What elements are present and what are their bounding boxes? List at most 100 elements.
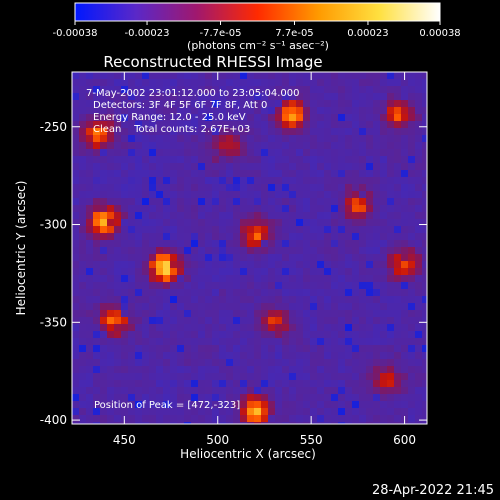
heatmap-cell <box>121 324 129 332</box>
heatmap-cell <box>268 366 276 374</box>
heatmap-cell <box>135 226 143 234</box>
heatmap-cell <box>79 198 87 206</box>
heatmap-cell <box>289 198 297 206</box>
heatmap-cell <box>303 205 311 213</box>
heatmap-cell <box>219 233 227 241</box>
heatmap-cell <box>79 310 87 318</box>
heatmap-cell <box>100 72 108 80</box>
heatmap-cell <box>170 373 178 381</box>
heatmap-cell <box>289 289 297 297</box>
heatmap-cell <box>79 261 87 269</box>
heatmap-cell <box>233 422 241 424</box>
heatmap-cell <box>317 261 325 269</box>
heatmap-cell <box>212 310 220 318</box>
heatmap-cell <box>387 331 395 339</box>
heatmap-cell <box>205 408 213 416</box>
heatmap-cell <box>93 338 101 346</box>
heatmap-cell <box>233 359 241 367</box>
heatmap-cell <box>233 114 241 122</box>
heatmap-cell <box>233 128 241 136</box>
heatmap-cell <box>366 170 374 178</box>
heatmap-cell <box>233 261 241 269</box>
heatmap-cell <box>135 331 143 339</box>
heatmap-cell <box>226 177 234 185</box>
heatmap-cell <box>156 135 164 143</box>
heatmap-cell <box>93 233 101 241</box>
heatmap-cell <box>233 142 241 150</box>
heatmap-cell <box>247 373 255 381</box>
heatmap-cell <box>212 177 220 185</box>
heatmap-cell <box>401 282 409 290</box>
heatmap-cell <box>114 289 122 297</box>
heatmap-cell <box>170 338 178 346</box>
heatmap-cell <box>275 289 283 297</box>
heatmap-cell <box>352 303 360 311</box>
heatmap-cell <box>205 226 213 234</box>
heatmap-cell <box>226 107 234 115</box>
heatmap-cell <box>142 93 150 101</box>
heatmap-cell <box>226 184 234 192</box>
heatmap-cell <box>114 247 122 255</box>
heatmap-cell <box>380 212 388 220</box>
heatmap-cell <box>310 128 318 136</box>
heatmap-cell <box>352 247 360 255</box>
heatmap-cell <box>100 212 108 220</box>
heatmap-cell <box>401 198 409 206</box>
heatmap-cell <box>408 303 416 311</box>
heatmap-cell <box>394 177 402 185</box>
heatmap-cell <box>289 380 297 388</box>
heatmap-cell <box>79 422 87 424</box>
heatmap-cell <box>149 226 157 234</box>
heatmap-cell <box>86 303 94 311</box>
heatmap-cell <box>401 128 409 136</box>
heatmap-cell <box>373 170 381 178</box>
heatmap-cell <box>359 310 367 318</box>
heatmap-cell <box>156 282 164 290</box>
heatmap-cell <box>387 338 395 346</box>
heatmap-cell <box>212 233 220 241</box>
heatmap-cell <box>163 247 171 255</box>
heatmap-cell <box>289 177 297 185</box>
heatmap-cell <box>317 317 325 325</box>
heatmap-cell <box>247 79 255 87</box>
heatmap-cell <box>331 261 339 269</box>
heatmap-cell <box>394 310 402 318</box>
heatmap-cell <box>401 338 409 346</box>
heatmap-cell <box>142 324 150 332</box>
heatmap-cell <box>212 317 220 325</box>
heatmap-cell <box>191 247 199 255</box>
heatmap-cell <box>149 303 157 311</box>
heatmap-cell <box>177 205 185 213</box>
heatmap-cell <box>170 86 178 94</box>
heatmap-cell <box>387 142 395 150</box>
heatmap-cell <box>121 79 129 87</box>
heatmap-cell <box>422 415 427 423</box>
heatmap-cell <box>233 107 241 115</box>
heatmap-cell <box>296 191 304 199</box>
heatmap-cell <box>254 142 262 150</box>
heatmap-cell <box>303 352 311 360</box>
heatmap-cell <box>317 268 325 276</box>
heatmap-cell <box>275 205 283 213</box>
heatmap-cell <box>401 408 409 416</box>
heatmap-cell <box>247 359 255 367</box>
heatmap-cell <box>317 331 325 339</box>
heatmap-cell <box>219 317 227 325</box>
heatmap-cell <box>191 394 199 402</box>
heatmap-cell <box>114 135 122 143</box>
heatmap-cell <box>219 254 227 262</box>
heatmap-cell <box>142 289 150 297</box>
heatmap-cell <box>373 422 381 424</box>
heatmap-cell <box>191 191 199 199</box>
heatmap-cell <box>422 212 427 220</box>
heatmap-cell <box>170 128 178 136</box>
heatmap-cell <box>93 198 101 206</box>
heatmap-cell <box>163 163 171 171</box>
heatmap-cell <box>142 198 150 206</box>
heatmap-cell <box>275 303 283 311</box>
heatmap-cell <box>366 128 374 136</box>
heatmap-cell <box>359 100 367 108</box>
heatmap-cell <box>303 79 311 87</box>
heatmap-cell <box>282 352 290 360</box>
heatmap-cell <box>184 79 192 87</box>
